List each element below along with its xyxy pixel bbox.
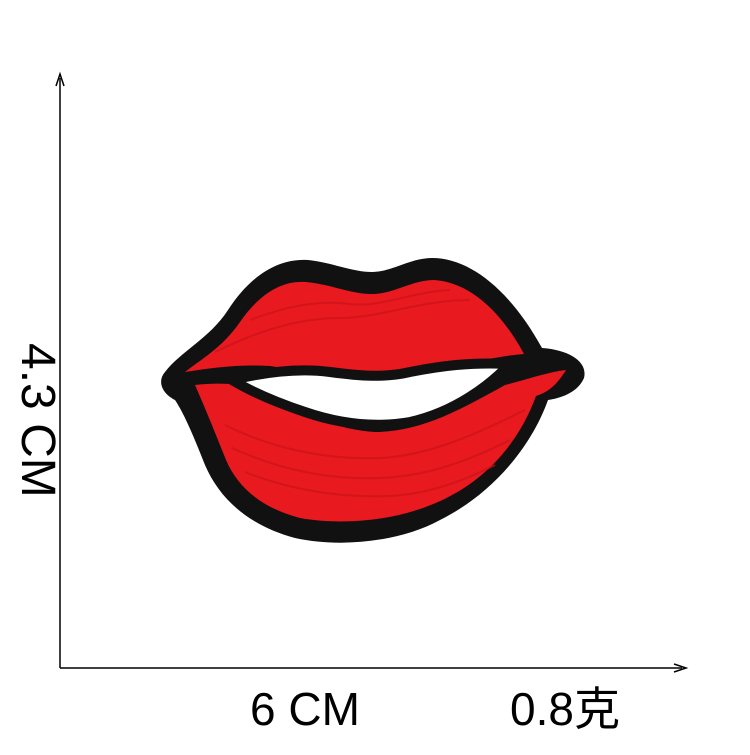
height-label: 4.3 CM	[7, 343, 67, 493]
width-label: 6 CM	[250, 686, 360, 732]
lips-patch-icon	[161, 258, 584, 543]
weight-label: 0.8克	[510, 686, 620, 732]
